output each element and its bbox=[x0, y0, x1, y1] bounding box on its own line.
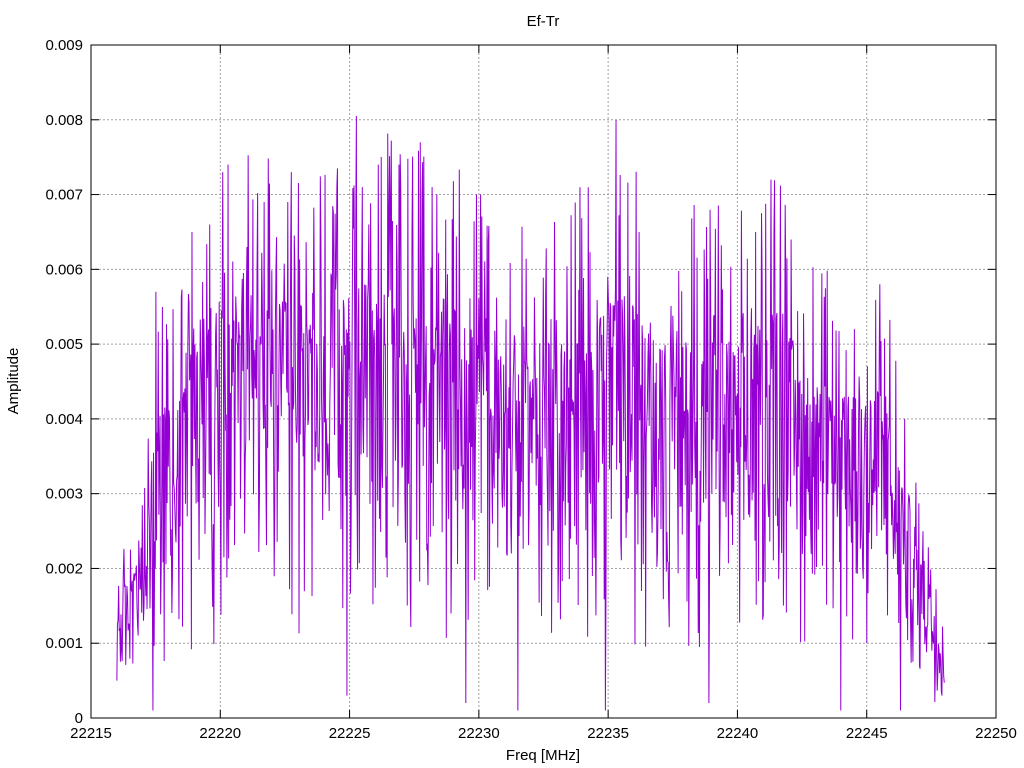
grid bbox=[91, 45, 996, 718]
y-tick-label: 0.005 bbox=[45, 336, 83, 353]
x-tick-label: 22230 bbox=[458, 725, 500, 742]
ticks bbox=[90, 44, 997, 719]
tick-labels: 22215 22220 22225 22230 22235 22240 22245 22250… bbox=[45, 37, 1016, 742]
x-tick-label: 22250 bbox=[975, 725, 1017, 742]
y-tick-label: 0.002 bbox=[45, 560, 83, 577]
x-axis-label: Freq [MHz] bbox=[506, 747, 580, 764]
plot-series bbox=[116, 116, 945, 711]
y-tick-label: 0.007 bbox=[45, 187, 83, 204]
y-tick-label: 0.003 bbox=[45, 486, 83, 503]
x-tick-label: 22225 bbox=[329, 725, 371, 742]
y-axis-label: Amplitude bbox=[5, 348, 22, 415]
series-line bbox=[116, 116, 945, 711]
x-tick-label: 22240 bbox=[717, 725, 759, 742]
y-tick-label: 0.001 bbox=[45, 635, 83, 652]
y-tick-label: 0.009 bbox=[45, 37, 83, 54]
x-tick-label: 22245 bbox=[846, 725, 888, 742]
y-tick-label: 0.006 bbox=[45, 261, 83, 278]
chart-title: Ef-Tr bbox=[527, 13, 560, 30]
x-tick-label: 22220 bbox=[199, 725, 241, 742]
x-tick-label: 22235 bbox=[587, 725, 629, 742]
y-tick-label: 0.008 bbox=[45, 112, 83, 129]
plot-frame bbox=[90, 44, 997, 719]
y-tick-label: 0.004 bbox=[45, 411, 83, 428]
x-tick-label: 22215 bbox=[70, 725, 112, 742]
y-tick-label: 0 bbox=[75, 710, 83, 727]
